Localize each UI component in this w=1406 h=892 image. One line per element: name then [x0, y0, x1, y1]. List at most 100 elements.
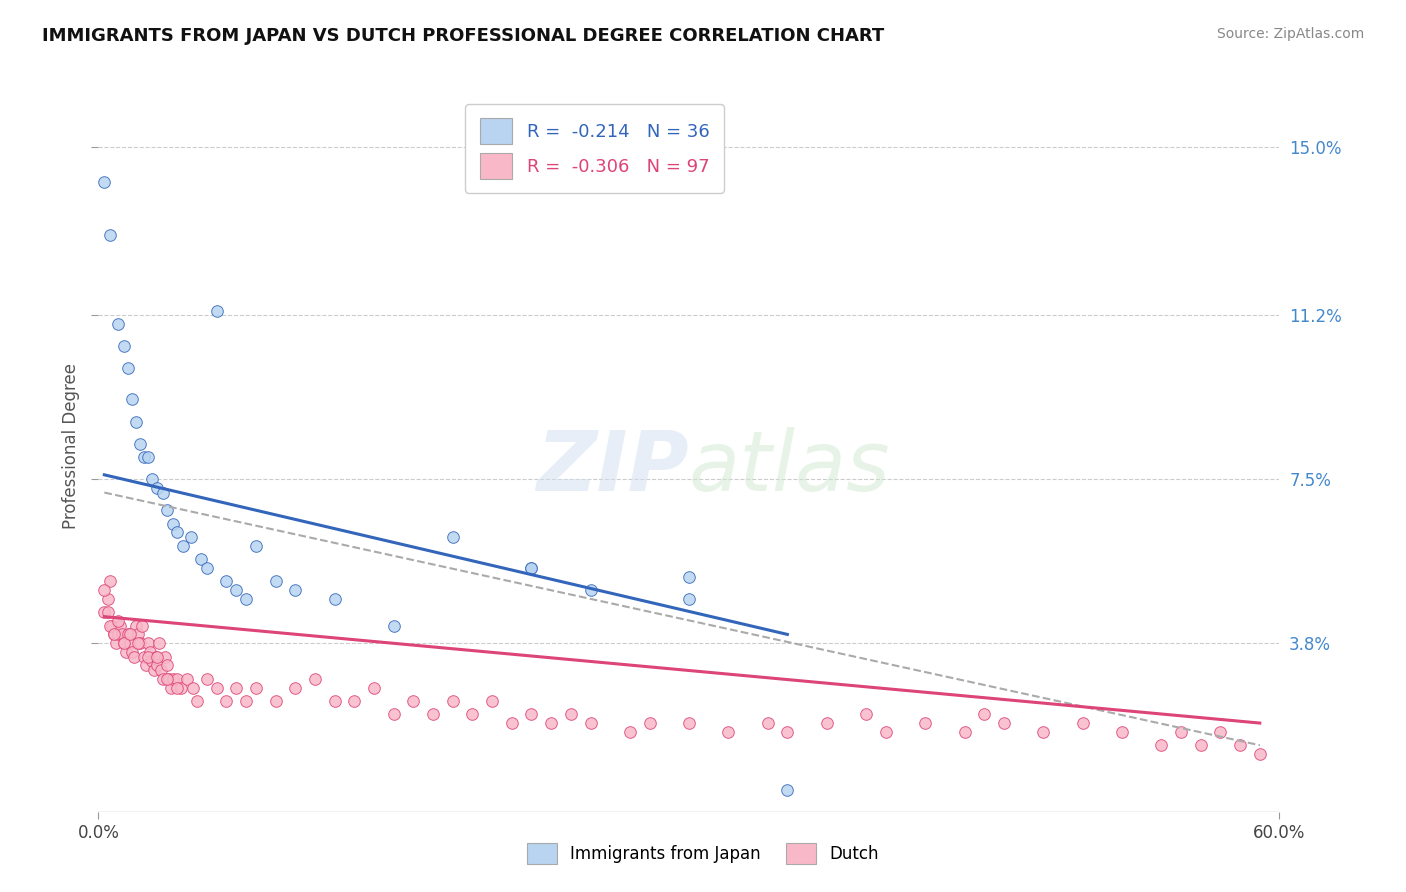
- Point: [225, 681, 247, 695]
- Point: [1249, 747, 1271, 761]
- Point: [122, 649, 145, 664]
- Point: [264, 574, 287, 589]
- Point: [156, 672, 179, 686]
- Point: [1071, 716, 1094, 731]
- Point: [441, 694, 464, 708]
- Point: [264, 694, 287, 708]
- Point: [135, 658, 157, 673]
- Point: [180, 530, 202, 544]
- Point: [245, 539, 267, 553]
- Point: [101, 618, 124, 632]
- Point: [481, 694, 503, 708]
- Point: [146, 481, 169, 495]
- Text: IMMIGRANTS FROM JAPAN VS DUTCH PROFESSIONAL DEGREE CORRELATION CHART: IMMIGRANTS FROM JAPAN VS DUTCH PROFESSIO…: [42, 27, 884, 45]
- Point: [142, 663, 165, 677]
- Point: [993, 716, 1015, 731]
- Point: [172, 539, 194, 553]
- Point: [441, 530, 464, 544]
- Point: [93, 605, 115, 619]
- Point: [382, 618, 405, 632]
- Point: [304, 672, 326, 686]
- Point: [205, 303, 228, 318]
- Point: [136, 649, 159, 664]
- Point: [157, 672, 180, 686]
- Point: [461, 707, 484, 722]
- Point: [160, 681, 183, 695]
- Point: [103, 627, 125, 641]
- Point: [195, 672, 218, 686]
- Point: [520, 561, 543, 575]
- Point: [156, 658, 179, 673]
- Point: [323, 694, 346, 708]
- Point: [776, 725, 799, 739]
- Legend: R =  -0.214   N = 36, R =  -0.306   N = 97: R = -0.214 N = 36, R = -0.306 N = 97: [465, 104, 724, 193]
- Point: [155, 649, 177, 664]
- Point: [127, 636, 149, 650]
- Point: [363, 681, 385, 695]
- Point: [195, 561, 218, 575]
- Point: [125, 618, 148, 632]
- Point: [132, 649, 155, 664]
- Point: [756, 716, 779, 731]
- Point: [121, 392, 143, 407]
- Point: [148, 636, 170, 650]
- Text: atlas: atlas: [689, 427, 890, 508]
- Point: [678, 591, 700, 606]
- Point: [166, 681, 188, 695]
- Point: [579, 716, 602, 731]
- Point: [111, 627, 134, 641]
- Point: [776, 782, 799, 797]
- Point: [815, 716, 838, 731]
- Point: [98, 574, 121, 589]
- Point: [146, 658, 169, 673]
- Point: [121, 645, 143, 659]
- Point: [146, 649, 169, 664]
- Point: [117, 627, 139, 641]
- Point: [141, 472, 163, 486]
- Point: [115, 645, 138, 659]
- Point: [1229, 738, 1251, 752]
- Point: [181, 681, 204, 695]
- Legend: Immigrants from Japan, Dutch: Immigrants from Japan, Dutch: [520, 837, 886, 871]
- Point: [107, 317, 129, 331]
- Point: [93, 583, 115, 598]
- Point: [284, 583, 307, 598]
- Point: [107, 614, 129, 628]
- Point: [678, 716, 700, 731]
- Point: [1209, 725, 1232, 739]
- Point: [520, 561, 543, 575]
- Point: [166, 672, 188, 686]
- Point: [170, 681, 193, 695]
- Point: [973, 707, 995, 722]
- Point: [176, 672, 198, 686]
- Point: [638, 716, 661, 731]
- Point: [98, 618, 121, 632]
- Point: [162, 672, 184, 686]
- Point: [540, 716, 562, 731]
- Text: ZIP: ZIP: [536, 427, 689, 508]
- Point: [118, 627, 141, 641]
- Point: [128, 437, 150, 451]
- Point: [235, 591, 257, 606]
- Point: [1170, 725, 1192, 739]
- Point: [520, 707, 543, 722]
- Point: [132, 450, 155, 464]
- Point: [97, 591, 120, 606]
- Point: [166, 525, 188, 540]
- Point: [145, 649, 167, 664]
- Point: [105, 636, 128, 650]
- Point: [156, 503, 179, 517]
- Point: [112, 636, 135, 650]
- Point: [235, 694, 257, 708]
- Point: [162, 516, 184, 531]
- Point: [138, 645, 160, 659]
- Point: [103, 627, 125, 641]
- Point: [1150, 738, 1173, 752]
- Point: [245, 681, 267, 695]
- Point: [93, 175, 115, 189]
- Point: [501, 716, 523, 731]
- Point: [97, 605, 120, 619]
- Point: [118, 636, 141, 650]
- Point: [1111, 725, 1133, 739]
- Point: [186, 694, 208, 708]
